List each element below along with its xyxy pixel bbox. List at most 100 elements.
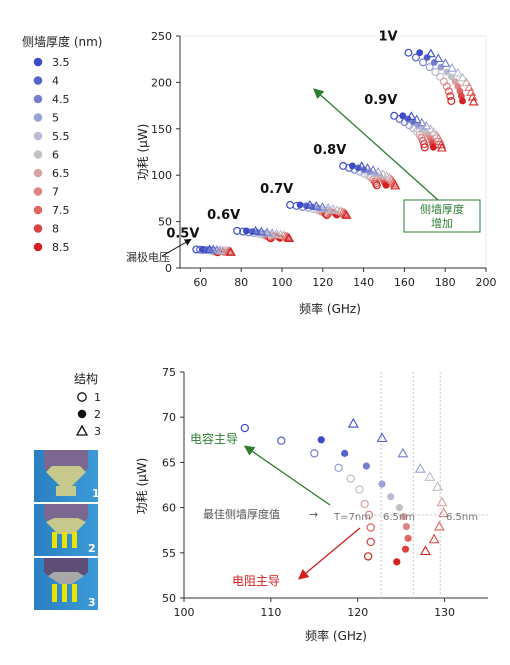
chart-top-x-label: 频率 (GHz) bbox=[299, 301, 361, 316]
structure-2-point bbox=[399, 112, 407, 120]
structure-3-point bbox=[282, 231, 293, 241]
x-tick-label: 60 bbox=[193, 276, 207, 289]
legend-marker-filled-circle bbox=[77, 409, 87, 419]
structure-1-point bbox=[419, 58, 428, 67]
x-tick-label: 100 bbox=[174, 606, 195, 619]
structure-3-point bbox=[335, 206, 346, 215]
structure-1-point bbox=[366, 537, 375, 547]
structure-1-point bbox=[286, 200, 295, 209]
chart-top-y-label: 功耗 (μW) bbox=[136, 124, 150, 181]
structure-3-point bbox=[433, 53, 444, 63]
x-tick-label: 130 bbox=[434, 606, 455, 619]
x-tick-label: 80 bbox=[234, 276, 248, 289]
structure-3-point bbox=[464, 82, 475, 91]
structure-3-point bbox=[397, 447, 409, 458]
structure-1-point bbox=[431, 68, 440, 77]
legend-top-label: 8 bbox=[52, 223, 59, 236]
structure-2-point bbox=[382, 182, 390, 189]
structure-1-point bbox=[363, 552, 373, 561]
structure-3-point bbox=[411, 114, 422, 124]
chart-top: 60 80 100 120 140 160 180 200 0 50 100 150 200 250 0.… bbox=[126, 30, 497, 316]
structure-3-point bbox=[440, 58, 451, 67]
structure-3-point bbox=[323, 203, 334, 212]
legend-top-label: 4.5 bbox=[52, 93, 70, 106]
structure-1-image: 1 bbox=[34, 450, 100, 502]
legend-top-label: 6 bbox=[52, 149, 59, 162]
structure-1-point bbox=[420, 143, 429, 152]
structure-3-point bbox=[390, 180, 401, 190]
legend-top: 侧墙厚度 (nm) 3.5 4 4.5 5 5.5 6 6.5 7 7.5 8 8.5 bbox=[22, 34, 102, 254]
y-tick-label: 60 bbox=[162, 502, 176, 515]
structure-2-point bbox=[393, 558, 401, 566]
structure-3-image: 3 bbox=[34, 558, 98, 610]
structure-3-point bbox=[373, 167, 384, 176]
y-tick-label: 150 bbox=[151, 123, 172, 136]
trend-box-line2: 增加 bbox=[431, 216, 453, 230]
legend-top-swatch bbox=[33, 205, 43, 215]
structure-3-label: 3 bbox=[88, 596, 96, 609]
resistance-arrow bbox=[298, 527, 361, 580]
voltage-label: 0.9V bbox=[364, 93, 397, 108]
x-tick-label: 120 bbox=[312, 276, 333, 289]
structure-2-point bbox=[430, 58, 438, 66]
y-tick-label: 100 bbox=[151, 169, 172, 182]
structure-3-point bbox=[267, 228, 278, 237]
drain-voltage-label: 漏极电压 bbox=[126, 250, 170, 264]
voltage-label: 0.8V bbox=[313, 143, 346, 158]
chart-bottom: 100 110 120 130 50 55 60 65 70 75 频率 (GHz) 功耗 (μW… bbox=[135, 366, 488, 643]
legend-top-swatch bbox=[33, 187, 43, 196]
structure-2-point bbox=[242, 227, 250, 235]
voltage-label: 1V bbox=[378, 30, 397, 45]
legend-top-label: 4 bbox=[52, 75, 59, 88]
structure-3-point bbox=[347, 417, 359, 428]
chart-bottom-x-label: 频率 (GHz) bbox=[305, 628, 367, 643]
t7-label: T=7nm bbox=[333, 512, 371, 523]
legend-top-swatch bbox=[33, 242, 43, 252]
structure-2-label: 2 bbox=[88, 542, 96, 555]
structure-1-point bbox=[425, 63, 434, 72]
legend-top-swatch bbox=[33, 224, 43, 233]
legend-top-swatch bbox=[33, 150, 43, 159]
structure-3-point bbox=[304, 199, 315, 209]
legend-top-label: 8.5 bbox=[52, 241, 70, 254]
structure-1-point bbox=[366, 523, 375, 532]
structure-3-point bbox=[416, 117, 427, 127]
x-tick-label: 140 bbox=[353, 276, 374, 289]
legend-top-label: 6.5 bbox=[52, 167, 70, 180]
structure-3-point bbox=[461, 77, 472, 87]
structure-3-point bbox=[317, 202, 328, 211]
structure-1-point bbox=[233, 226, 242, 235]
legend-bottom: 结构 1 2 3 bbox=[74, 371, 101, 438]
drain-voltage-arrow bbox=[161, 239, 192, 257]
y-tick-label: 50 bbox=[162, 592, 176, 605]
structure-2-point bbox=[437, 63, 445, 71]
legend-top-label: 7.5 bbox=[52, 204, 70, 217]
x-tick-label: 180 bbox=[435, 276, 456, 289]
structure-2-point bbox=[400, 513, 408, 521]
x-tick-label: 200 bbox=[476, 276, 497, 289]
legend-top-swatch bbox=[33, 131, 43, 141]
structure-1-point bbox=[310, 449, 319, 458]
structure-2-point bbox=[459, 97, 466, 105]
x-tick-label: 120 bbox=[347, 606, 368, 619]
structure-illustrations: 1 2 3 bbox=[34, 450, 100, 610]
structure-3-point bbox=[414, 463, 426, 473]
legend-marker-triangle bbox=[75, 424, 89, 436]
structure-2-image: 2 bbox=[34, 504, 98, 556]
structure-2-point bbox=[429, 143, 437, 151]
capacitance-label: 电容主导 bbox=[190, 431, 238, 446]
structure-2-point bbox=[387, 493, 395, 501]
structure-1-point bbox=[442, 82, 451, 91]
structure-1-label: 1 bbox=[92, 487, 100, 500]
voltage-label: 0.7V bbox=[260, 182, 293, 197]
legend-top-label: 3.5 bbox=[52, 56, 70, 69]
structure-3-point bbox=[311, 201, 322, 210]
legend-top-swatch bbox=[33, 76, 43, 85]
structure-1-point bbox=[411, 53, 420, 62]
voltage-label: 0.5V bbox=[166, 226, 199, 241]
structure-1-point bbox=[355, 485, 364, 494]
structure-3-point bbox=[457, 72, 468, 82]
legend-top-label: 5 bbox=[52, 112, 59, 125]
structure-3-point bbox=[424, 471, 436, 481]
x-tick-label: 100 bbox=[272, 276, 293, 289]
